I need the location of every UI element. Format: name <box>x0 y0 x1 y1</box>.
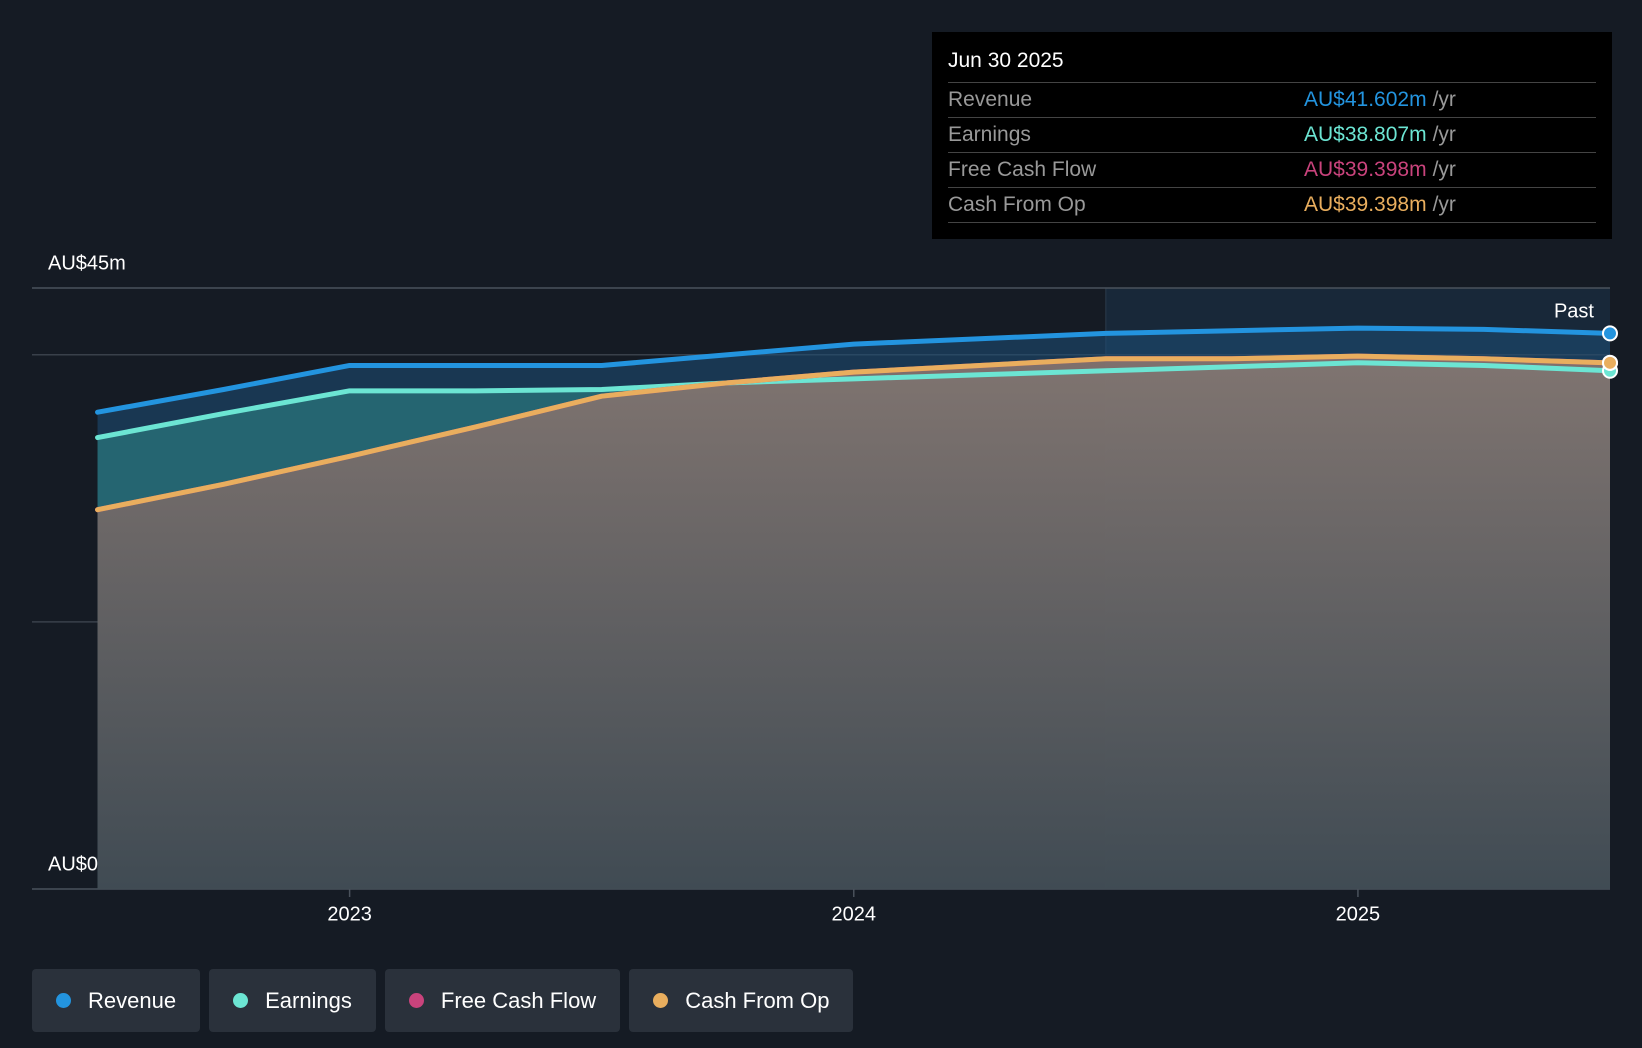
tooltip-unit: /yr <box>1432 123 1456 146</box>
tooltip-label: Free Cash Flow <box>948 158 1097 181</box>
tooltip-unit: /yr <box>1432 158 1456 181</box>
area <box>97 356 1611 889</box>
tooltip-unit: /yr <box>1432 193 1456 216</box>
legend-item[interactable]: Free Cash Flow <box>384 969 621 1032</box>
tooltip-value: AU$39.398m <box>1304 193 1427 216</box>
tooltip-row: Revenue AU$41.602m/yr <box>948 83 1596 118</box>
end-dot <box>1602 354 1618 371</box>
x-tick-label: 2025 <box>1336 903 1381 925</box>
tooltip: Jun 30 2025 Revenue AU$41.602m/yr Earnings… <box>932 32 1612 239</box>
legend-label: Free Cash Flow <box>440 987 597 1013</box>
line <box>95 360 1613 441</box>
tooltip-value-group: AU$39.398m/yr <box>1304 153 1456 187</box>
tooltip-row: Free Cash Flow AU$39.398m/yr <box>948 153 1596 188</box>
legend-item[interactable]: Cash From Op <box>629 969 854 1032</box>
end-dot <box>1602 325 1618 342</box>
tooltip-label: Earnings <box>948 123 1031 146</box>
legend-item[interactable]: Earnings <box>209 969 376 1032</box>
y-tick-label: AU$45m <box>48 252 126 274</box>
tooltip-value-group: AU$39.398m/yr <box>1304 188 1456 222</box>
x-tick-label: 2023 <box>327 903 372 925</box>
line <box>95 353 1613 513</box>
past-label: Past <box>1554 300 1594 322</box>
tooltip-unit: /yr <box>1432 88 1456 111</box>
line <box>95 325 1613 415</box>
tooltip-value: AU$41.602m <box>1304 88 1427 111</box>
legend-item[interactable]: Revenue <box>32 969 201 1032</box>
tooltip-title: Jun 30 2025 <box>948 46 1596 83</box>
legend: Revenue Earnings Free Cash Flow Cash From O… <box>32 969 854 1032</box>
tooltip-value-group: AU$41.602m/yr <box>1304 83 1456 117</box>
legend-dot <box>408 993 424 1008</box>
legend-dot <box>653 993 669 1008</box>
tooltip-label: Revenue <box>948 88 1033 111</box>
legend-label: Cash From Op <box>685 987 830 1013</box>
legend-label: Revenue <box>88 987 177 1013</box>
tooltip-row: Cash From Op AU$39.398m/yr <box>948 188 1596 223</box>
tooltip-value: AU$38.807m <box>1304 123 1427 146</box>
legend-label: Earnings <box>265 987 352 1013</box>
y-tick-label: AU$0 <box>48 853 98 875</box>
tooltip-row: Earnings AU$38.807m/yr <box>948 118 1596 153</box>
tooltip-value-group: AU$38.807m/yr <box>1304 118 1456 152</box>
legend-dot <box>233 993 249 1008</box>
legend-dot <box>56 993 71 1008</box>
tooltip-label: Cash From Op <box>948 193 1086 216</box>
tooltip-value: AU$39.398m <box>1304 158 1427 181</box>
x-tick-label: 2024 <box>832 903 877 925</box>
